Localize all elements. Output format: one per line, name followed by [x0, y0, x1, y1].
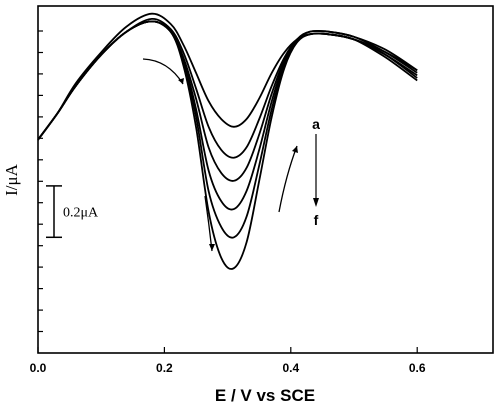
x-axis-title: E / V vs SCE	[215, 386, 315, 405]
series-line-6	[37, 20, 418, 270]
x-tick-label: 0.4	[282, 361, 299, 375]
scan-arrow-up	[278, 145, 298, 213]
scan-arrow-down-head	[209, 244, 215, 251]
trend-label-start: a	[312, 116, 320, 132]
series-layer	[37, 12, 418, 270]
x-tick-label: 0.0	[30, 361, 47, 375]
x-tick-label: 0.6	[409, 361, 426, 375]
trend-arrow-head	[313, 198, 319, 207]
series-line-3	[37, 20, 418, 182]
trend-label-end: f	[314, 212, 319, 228]
scan-arrow-left	[142, 58, 184, 85]
series-line-1	[37, 12, 418, 141]
scan-arrow-left-head	[178, 78, 184, 84]
x-tick-label: 0.2	[156, 361, 173, 375]
y-axis-ticks	[38, 30, 43, 333]
plot-frame	[37, 5, 494, 354]
y-axis-title: I/μA	[2, 163, 21, 195]
scan-arrow-up-head	[292, 146, 298, 153]
x-axis-ticks: 0.0 0.2 0.4 0.6	[30, 347, 426, 375]
series-line-4	[37, 20, 418, 211]
scale-bar-label: 0.2μA	[63, 206, 99, 221]
